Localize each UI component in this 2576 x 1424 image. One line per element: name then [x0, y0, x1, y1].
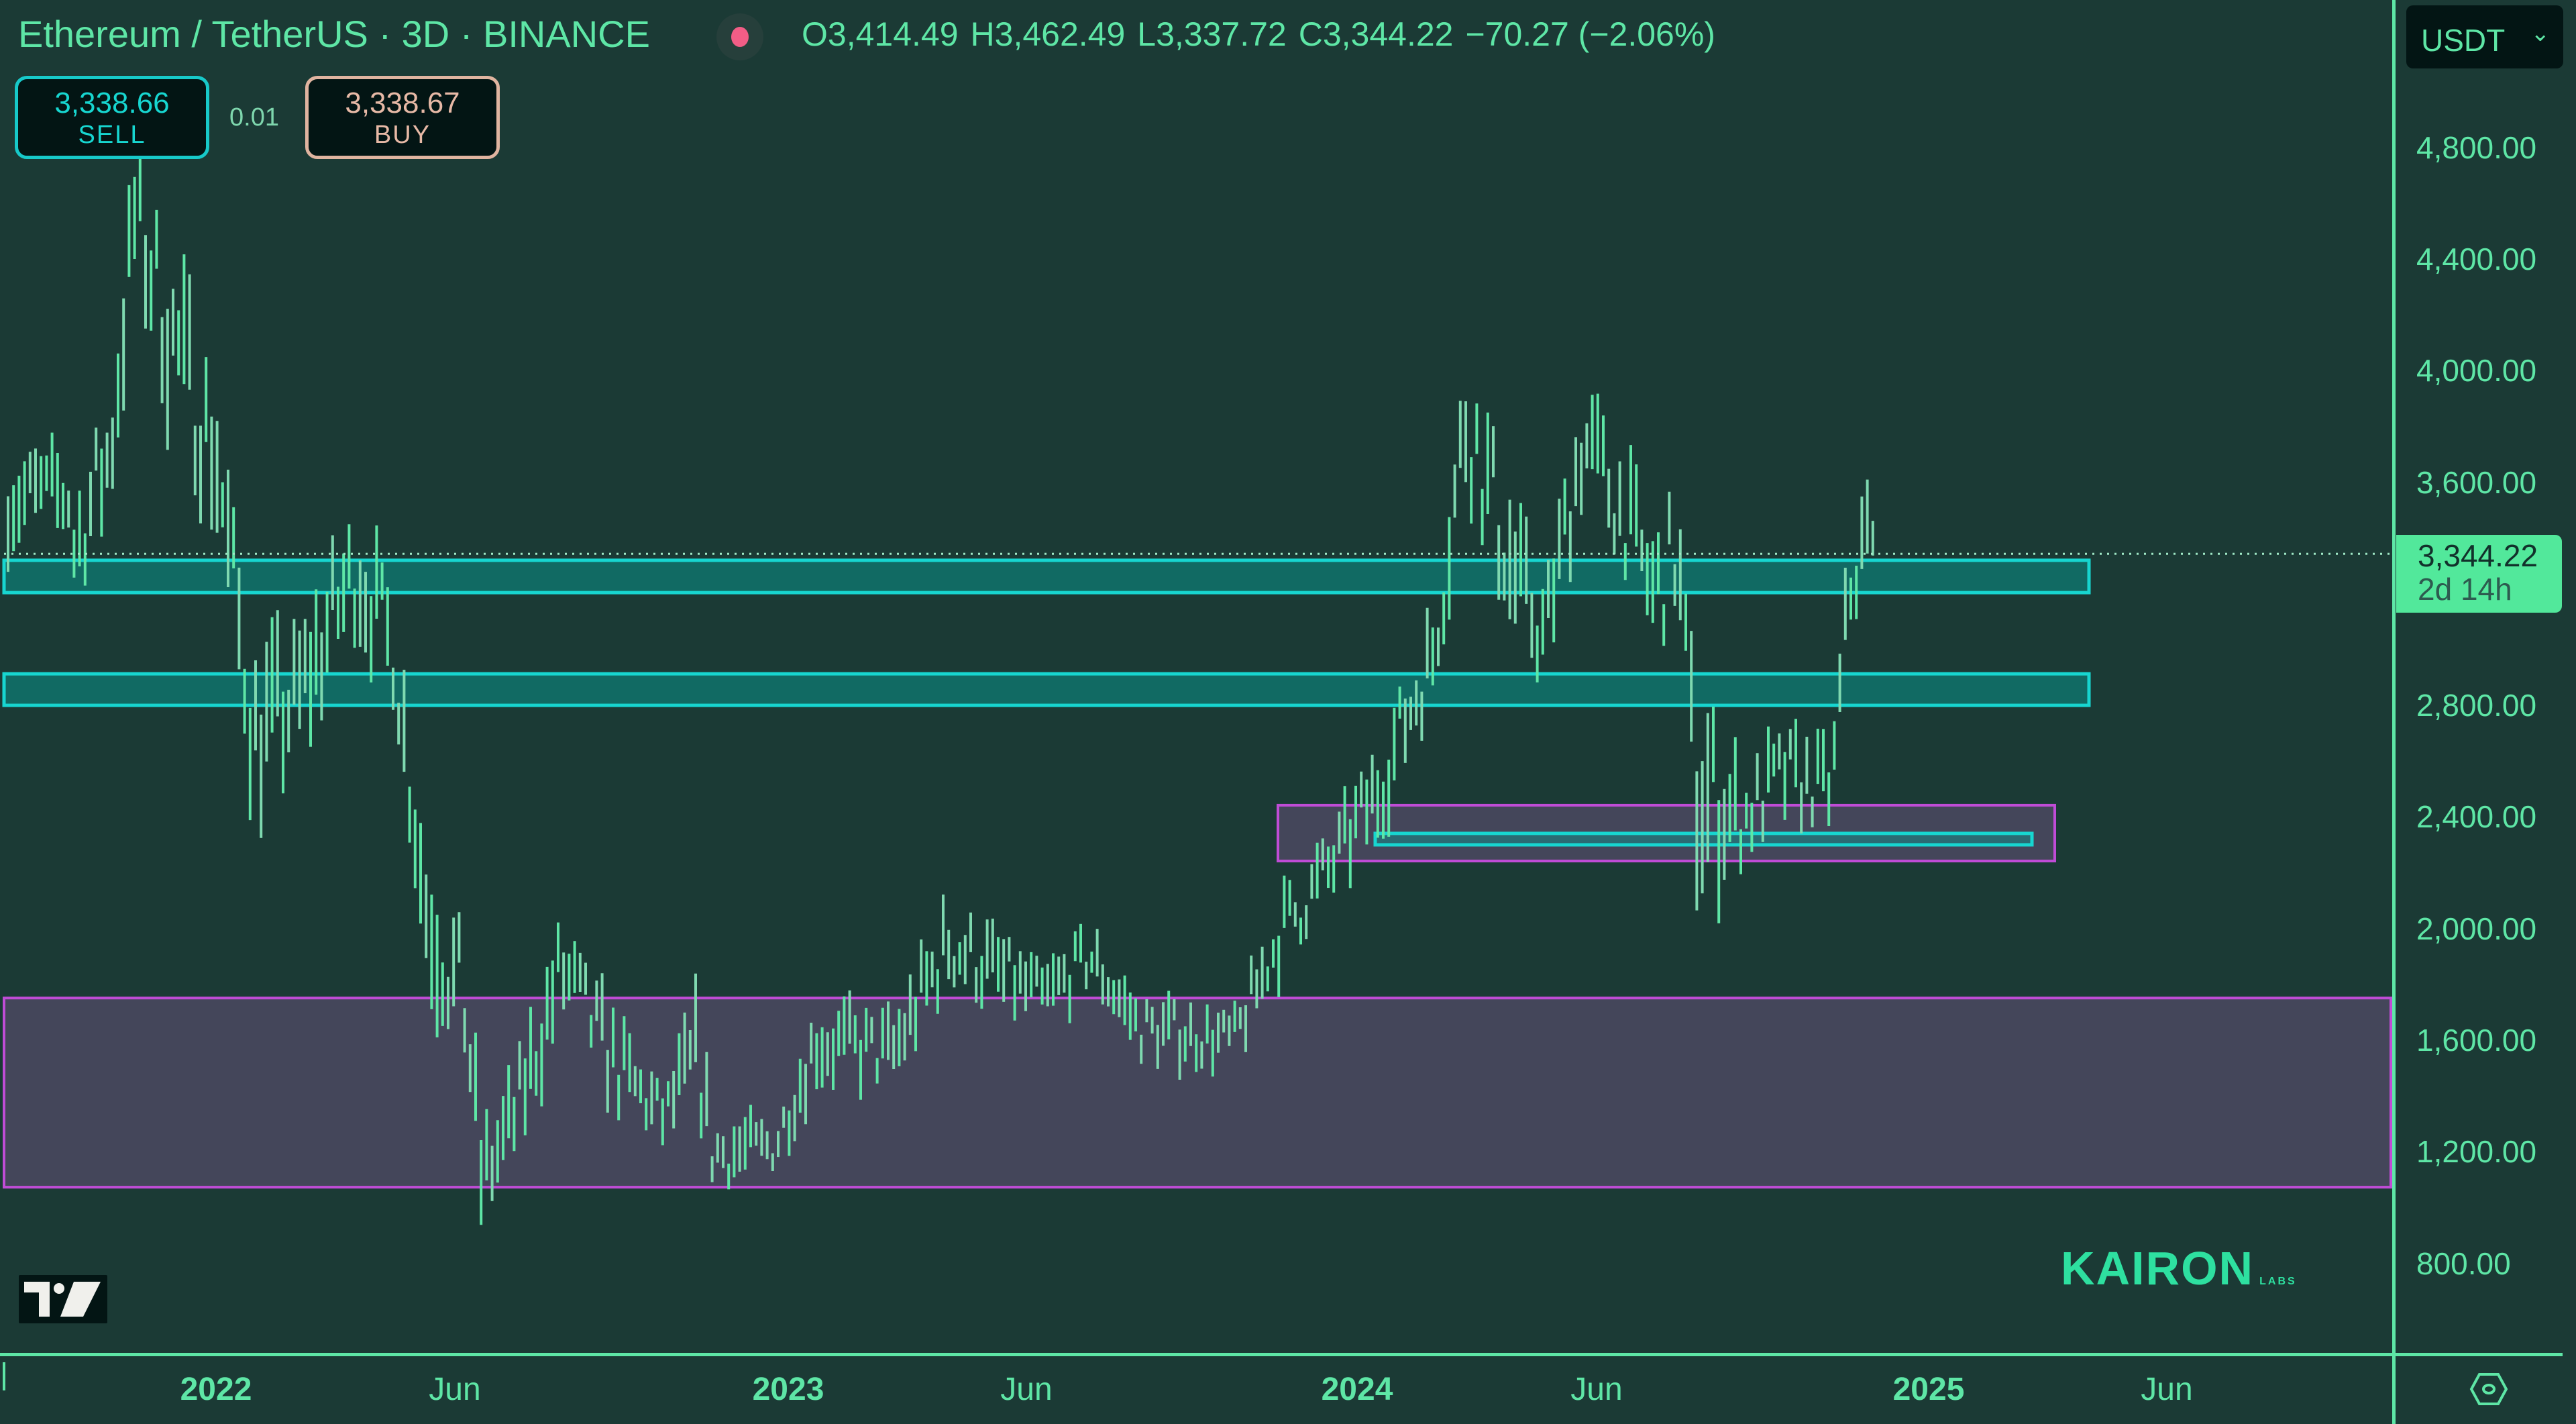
sell-button[interactable]: 3,338.66 SELL — [15, 76, 209, 159]
time-label: 2024 — [1321, 1372, 1393, 1407]
last-price-tag: 3,344.22 2d 14h — [2396, 535, 2562, 613]
kairon-watermark: KAIRON LABS — [2061, 1241, 2297, 1295]
buy-button[interactable]: 3,338.67 BUY — [305, 76, 500, 159]
bar-countdown: 2d 14h — [2418, 572, 2512, 607]
spread-value: 0.01 — [229, 103, 279, 132]
buy-label: BUY — [374, 121, 431, 149]
price-label: 2,400.00 — [2416, 799, 2537, 834]
time-label: Jun — [1570, 1372, 1623, 1407]
price-label: 2,000.00 — [2416, 911, 2537, 946]
kairon-wordmark: KAIRON — [2061, 1242, 2255, 1294]
time-label: Jun — [2141, 1372, 2193, 1407]
resistance-zone-upper[interactable] — [2, 558, 2091, 595]
live-dot-icon — [731, 27, 749, 47]
ohlc-high: H3,462.49 — [970, 15, 1126, 53]
ohlc-open: O3,414.49 — [802, 15, 959, 53]
buy-price: 3,338.67 — [345, 87, 460, 119]
price-label: 1,600.00 — [2416, 1023, 2537, 1058]
ohlc-close: C3,344.22 — [1298, 15, 1454, 53]
accumulation-zone-large[interactable] — [3, 997, 2392, 1189]
price-label: 3,600.00 — [2416, 465, 2537, 500]
kairon-labs: LABS — [2259, 1276, 2297, 1287]
last-price-value: 3,344.22 — [2418, 538, 2538, 573]
symbol-title[interactable]: Ethereum / TetherUS · 3D · BINANCE — [18, 13, 650, 55]
price-label: 4,000.00 — [2416, 353, 2537, 388]
time-label: 2023 — [752, 1372, 824, 1407]
price-label: 4,800.00 — [2416, 130, 2537, 165]
ohlc-bars — [7, 145, 1874, 1225]
ohlc-values: O3,414.49 H3,462.49 L3,337.72 C3,344.22 −70.… — [802, 15, 1727, 54]
sell-label: SELL — [78, 121, 146, 149]
time-label: 2025 — [1892, 1372, 1965, 1407]
time-label: Jun — [429, 1372, 481, 1407]
time-axis-border — [0, 1353, 2563, 1356]
ohlc-low: L3,337.72 — [1137, 15, 1287, 53]
price-label: 800.00 — [2416, 1246, 2511, 1281]
support-zone-mid[interactable] — [2, 672, 2091, 707]
price-label: 1,200.00 — [2416, 1134, 2537, 1169]
time-axis-left-tick — [3, 1362, 5, 1390]
price-label: 2,800.00 — [2416, 688, 2537, 723]
ohlc-change: −70.27 (−2.06%) — [1465, 15, 1715, 53]
currency-label: USDT — [2421, 23, 2506, 58]
sell-price: 3,338.66 — [54, 87, 170, 119]
tradingview-logo-icon[interactable] — [19, 1275, 107, 1323]
chart-settings-icon[interactable] — [2469, 1369, 2509, 1409]
time-label: Jun — [1000, 1372, 1053, 1407]
market-status-indicator — [716, 13, 763, 60]
price-label: 4,400.00 — [2416, 242, 2537, 276]
price-axis-border — [2392, 0, 2396, 1424]
currency-selector[interactable]: USDT ⌄ — [2406, 5, 2563, 68]
chevron-down-icon: ⌄ — [2530, 21, 2551, 46]
time-label: 2022 — [180, 1372, 252, 1407]
